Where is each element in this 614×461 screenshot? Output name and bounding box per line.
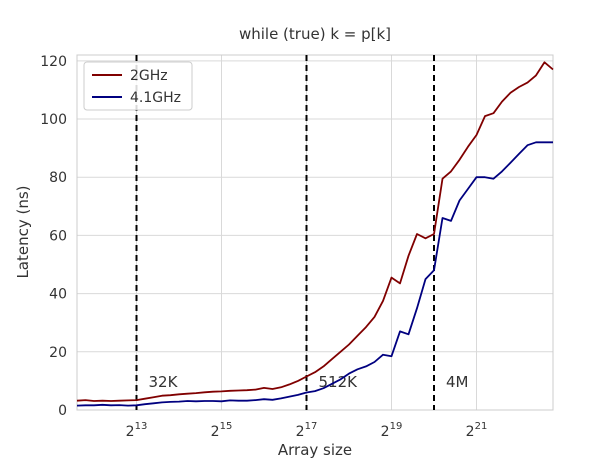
legend-label-2ghz: 2GHz (130, 68, 168, 84)
legend-label-4ghz: 4.1GHz (130, 90, 181, 106)
y-tick-label: 0 (58, 403, 67, 419)
series-lines (76, 61, 554, 407)
cache-boundary-lines: 32K 512K 4M (135, 55, 469, 410)
x-axis-label: Array size (278, 441, 352, 459)
series-line-0 (76, 61, 554, 402)
y-tick-label: 40 (49, 287, 67, 303)
y-tick-label: 120 (40, 54, 67, 70)
x-tick-label: 221 (466, 421, 488, 440)
tick-labels: 0 20 40 60 80 100 120 213 215 217 219 221 (40, 54, 487, 440)
series-line-1 (76, 141, 553, 407)
y-tick-label: 100 (40, 112, 67, 128)
x-tick-label: 213 (126, 421, 148, 440)
y-axis-label: Latency (ns) (14, 185, 32, 278)
plot-frame (76, 54, 554, 411)
y-tick-label: 60 (49, 228, 67, 244)
chart-title: while (true) k = p[k] (239, 25, 391, 43)
vline-label-4m: 4M (446, 373, 469, 391)
x-tick-label: 219 (381, 421, 403, 440)
legend: 2GHz 4.1GHz (83, 61, 193, 111)
y-tick-label: 80 (49, 170, 67, 186)
y-tick-label: 20 (49, 345, 67, 361)
x-tick-label: 215 (211, 421, 233, 440)
x-tick-label: 217 (296, 421, 318, 440)
vline-label-32k: 32K (149, 373, 179, 391)
